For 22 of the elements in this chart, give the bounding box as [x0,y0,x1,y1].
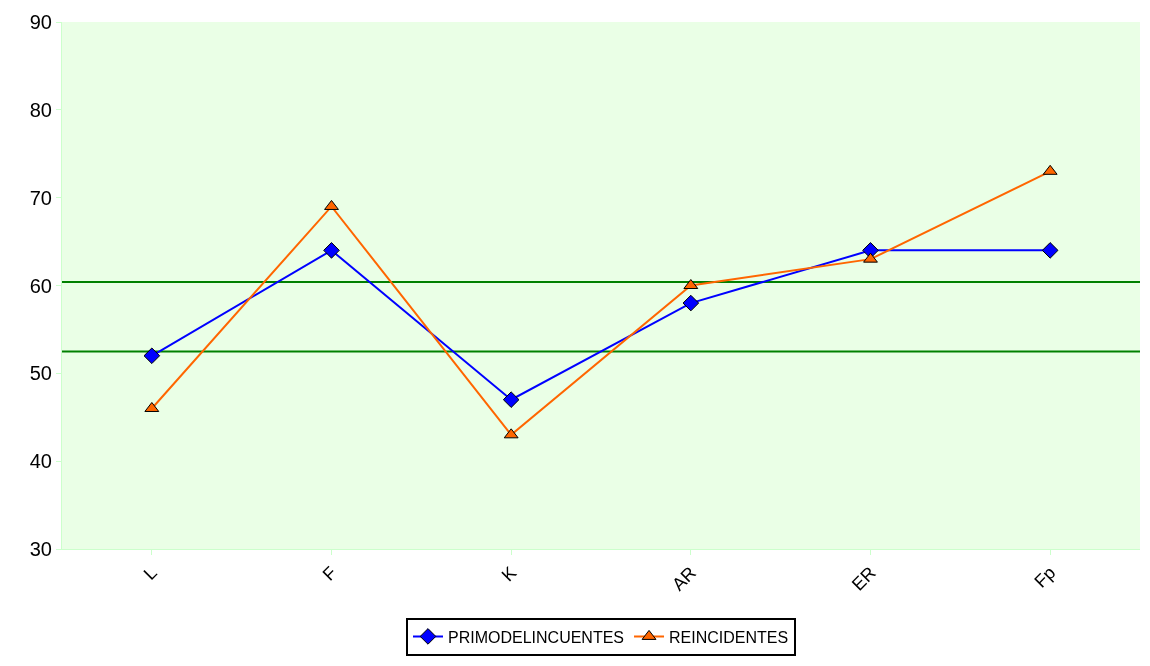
x-tick-label: F [318,562,341,585]
y-tick-label: 30 [29,538,52,560]
y-tick-label: 70 [29,186,52,209]
point [682,294,700,312]
x-tick-label: L [139,562,162,584]
point [323,242,340,259]
point [863,252,878,263]
point [324,199,339,210]
x-tick-label: ER [847,562,880,595]
legend-label: REINCIDENTES [669,628,789,646]
x-tick-label: Fp [1030,562,1060,592]
legend-label: PRIMODELINCUENTES [448,628,625,646]
y-tick-label: 50 [29,362,52,385]
point [143,347,161,365]
y-tick-label: 60 [29,274,52,297]
y-tick-label: 80 [29,98,52,121]
x-tick-label: K [497,562,521,586]
y-tick-label: 90 [29,11,52,33]
y-tick-label: 40 [29,450,52,473]
point [502,391,520,408]
x-tick-label: AR [668,562,701,595]
point [1041,242,1059,259]
